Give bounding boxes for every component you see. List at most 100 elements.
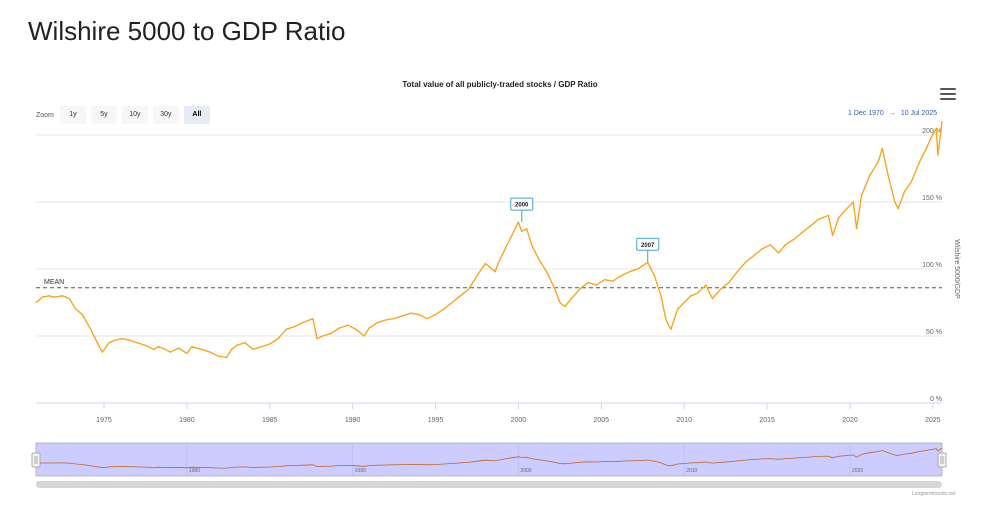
data-point (68, 297, 70, 300)
data-point (793, 238, 795, 241)
credit[interactable]: Longtermtrends.net (912, 491, 956, 497)
x-tick-label: 2020 (842, 417, 858, 424)
data-point (410, 312, 412, 314)
data-point (881, 147, 883, 149)
data-point (511, 234, 513, 237)
data-point (53, 296, 55, 298)
data-point (468, 288, 470, 290)
data-point (660, 295, 662, 297)
data-point (670, 328, 672, 330)
x-tick-label: 1975 (96, 417, 112, 424)
data-point (169, 351, 171, 353)
navigator-label: 1980 (189, 468, 200, 474)
data-point (579, 288, 581, 290)
x-tick-label: 2000 (511, 417, 527, 424)
data-point (521, 230, 523, 233)
series-line (35, 121, 943, 359)
data-point (368, 327, 370, 329)
data-point (178, 347, 180, 349)
data-point (711, 297, 714, 300)
data-point (753, 255, 755, 257)
zoom-all-button[interactable]: All (183, 106, 210, 124)
data-point (316, 338, 318, 340)
data-point (559, 301, 561, 304)
data-point (101, 351, 103, 353)
data-point (35, 301, 37, 304)
range-from[interactable]: 1 Dec 1970 (848, 110, 884, 117)
data-point (121, 338, 123, 340)
navigator-handle-left[interactable] (31, 452, 41, 468)
data-point (784, 244, 786, 246)
scrollbar[interactable] (36, 481, 942, 488)
data-point (801, 232, 803, 234)
data-point (434, 314, 437, 316)
zoom-1y-button[interactable]: 1y (59, 106, 86, 124)
data-point (226, 356, 228, 358)
data-point (426, 318, 428, 320)
data-point (856, 228, 858, 230)
page-title: Wilshire 5000 to GDP Ratio (28, 16, 346, 46)
zoom-5y-button[interactable]: 5y (90, 106, 117, 124)
data-point (504, 248, 506, 250)
data-point (778, 252, 780, 254)
data-point (935, 127, 937, 129)
data-point (887, 174, 889, 176)
navigator-label: 2010 (686, 468, 697, 474)
x-tick-label: 2015 (759, 417, 775, 424)
data-point (347, 324, 349, 326)
data-point (302, 322, 304, 324)
range-arrow: → (888, 110, 896, 117)
date-range: 1 Dec 1970 → 10 Jul 2025 (848, 110, 937, 117)
y-axis-label: Wilshire 5000/GDP (953, 239, 960, 299)
data-point (158, 346, 160, 348)
data-point (269, 343, 271, 345)
data-point (910, 181, 912, 183)
x-tick-label: 1980 (179, 417, 195, 424)
data-point (919, 161, 921, 163)
data-point (628, 271, 631, 273)
data-point (570, 297, 573, 300)
data-point (191, 346, 193, 348)
data-point (744, 261, 747, 263)
range-to[interactable]: 10 Jul 2025 (900, 110, 938, 117)
zoom-label: Zoom (36, 111, 54, 119)
navigator-handle-right[interactable] (937, 452, 947, 468)
zoom-30y-button[interactable]: 30y (152, 106, 179, 124)
data-point (877, 161, 879, 163)
data-point (869, 174, 871, 176)
data-point (809, 225, 811, 227)
data-point (231, 348, 233, 350)
data-point (683, 301, 685, 304)
data-point (894, 201, 896, 203)
data-point (930, 137, 932, 139)
data-point (837, 217, 840, 219)
callout-label: 2007 (641, 243, 655, 249)
x-tick-label: 1985 (262, 417, 278, 424)
data-point (459, 295, 461, 297)
y-tick-label: 150 % (922, 195, 942, 202)
data-point (128, 339, 130, 341)
zoom-10y-button[interactable]: 10y (121, 106, 148, 124)
data-point (42, 296, 44, 298)
data-point (494, 271, 496, 273)
zoom-bar: Zoom 1y 5y 10y 30y All (36, 106, 215, 124)
navigator-label: 2020 (852, 468, 863, 474)
chart-title: Total value of all publicly-traded stock… (402, 80, 598, 89)
data-point (236, 344, 238, 346)
x-tick-label: 2005 (594, 417, 610, 424)
data-point (96, 342, 98, 344)
data-point (852, 201, 854, 203)
data-point (277, 338, 279, 340)
data-point (451, 301, 453, 304)
data-point (322, 335, 324, 337)
data-point (653, 275, 656, 277)
y-tick-label: 50 % (926, 329, 942, 336)
data-point (817, 218, 820, 220)
menu-icon[interactable] (940, 88, 956, 100)
data-point (761, 248, 763, 250)
data-point (217, 355, 219, 357)
data-point (209, 351, 211, 353)
data-point (75, 308, 77, 310)
data-point (338, 327, 340, 329)
y-tick-label: 100 % (922, 262, 942, 269)
